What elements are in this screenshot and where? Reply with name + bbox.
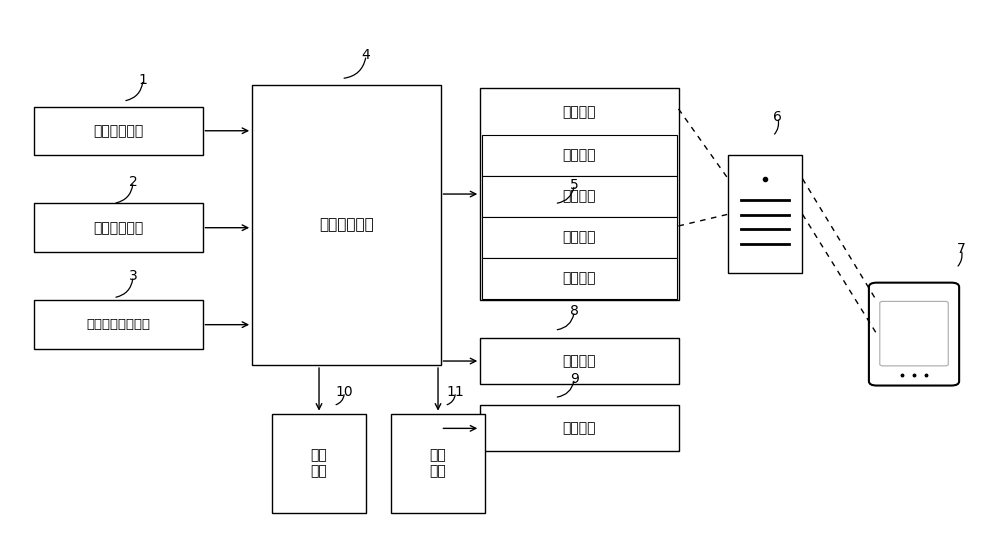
Text: 投饵
模块: 投饵 模块 — [311, 449, 327, 479]
Bar — [34, 203, 203, 252]
Text: 消毒模块: 消毒模块 — [563, 421, 596, 435]
Text: 2: 2 — [129, 175, 137, 189]
Bar — [482, 217, 677, 258]
Bar — [728, 155, 802, 274]
Bar — [480, 405, 678, 451]
Bar — [480, 88, 678, 300]
Text: 通信模块: 通信模块 — [563, 105, 596, 119]
Bar — [482, 135, 677, 176]
Text: 绑定模块: 绑定模块 — [563, 271, 596, 286]
Text: 盐度检测模块: 盐度检测模块 — [93, 220, 143, 235]
Text: 中央控制模块: 中央控制模块 — [319, 218, 374, 232]
FancyBboxPatch shape — [880, 301, 948, 366]
Text: 9: 9 — [570, 371, 579, 386]
Text: 4: 4 — [362, 48, 371, 62]
Text: 7: 7 — [957, 242, 966, 256]
Bar — [482, 176, 677, 217]
Bar — [34, 300, 203, 349]
Text: 10: 10 — [335, 385, 353, 399]
Bar — [34, 107, 203, 155]
Bar — [252, 85, 440, 365]
Text: 氧气含量检测模块: 氧气含量检测模块 — [86, 318, 150, 331]
Text: 8: 8 — [570, 304, 579, 318]
Text: 5: 5 — [570, 178, 579, 191]
Text: 6: 6 — [773, 110, 782, 124]
Text: 上传模块: 上传模块 — [563, 230, 596, 245]
Text: 请求模块: 请求模块 — [563, 149, 596, 162]
Bar — [482, 258, 677, 299]
Text: 供水模块: 供水模块 — [563, 354, 596, 368]
Text: 生成模块: 生成模块 — [563, 189, 596, 203]
Bar — [272, 414, 366, 513]
Text: 3: 3 — [129, 269, 137, 283]
Text: 温度检测模块: 温度检测模块 — [93, 124, 143, 138]
Bar — [480, 338, 678, 384]
Text: 显示
模块: 显示 模块 — [430, 449, 446, 479]
Bar — [391, 414, 485, 513]
FancyBboxPatch shape — [869, 283, 959, 386]
Text: 11: 11 — [447, 385, 464, 399]
Text: 1: 1 — [139, 73, 147, 86]
